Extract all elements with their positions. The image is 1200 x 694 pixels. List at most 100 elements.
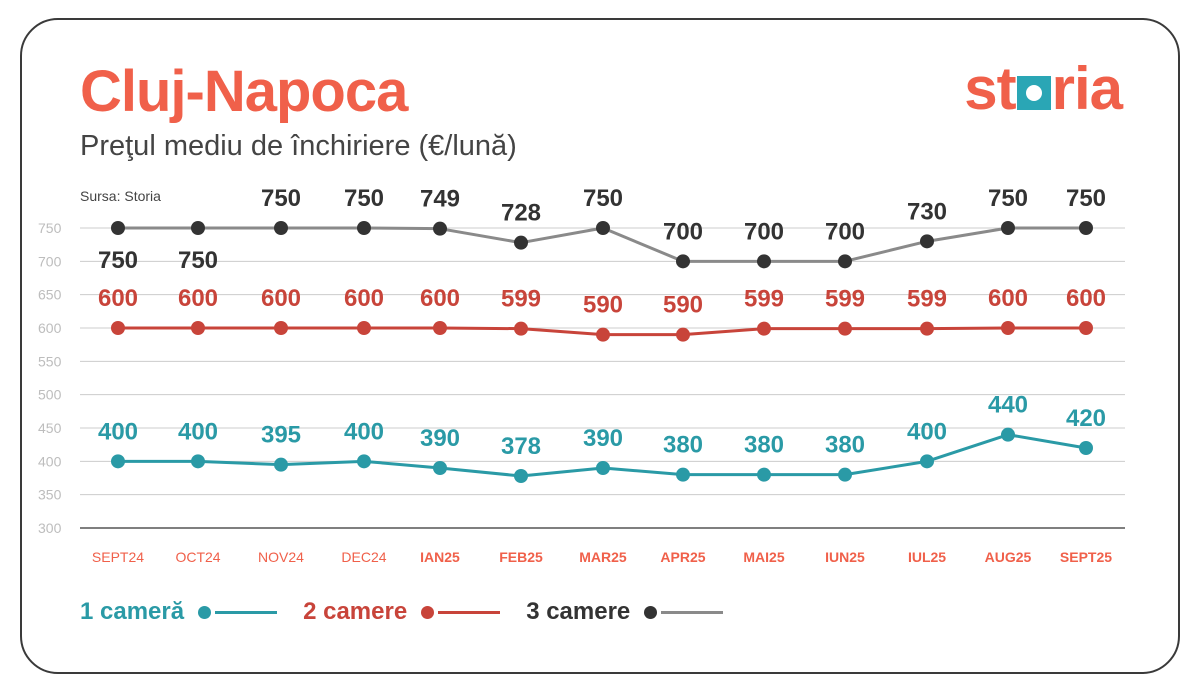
data-point — [274, 457, 288, 472]
data-label: 600 — [98, 285, 138, 312]
y-tick-label: 300 — [38, 520, 62, 536]
x-tick-label: OCT24 — [175, 549, 220, 565]
data-label: 599 — [501, 286, 541, 313]
data-label: 600 — [420, 285, 460, 312]
data-point — [111, 221, 125, 235]
data-label: 440 — [988, 392, 1028, 419]
legend-dot-3 — [644, 605, 658, 619]
legend-item-3: 3 camere — [526, 598, 724, 626]
legend-item-2: 2 camere — [303, 598, 501, 626]
chart-subtitle: Preţul mediu de închiriere (€/lună) — [80, 130, 517, 162]
data-label: 750 — [344, 185, 384, 212]
data-label: 390 — [583, 425, 623, 452]
data-label: 600 — [261, 285, 301, 312]
data-label: 600 — [1066, 285, 1106, 312]
y-tick-label: 350 — [38, 487, 62, 503]
data-label: 700 — [663, 218, 703, 245]
y-tick-label: 450 — [38, 420, 62, 436]
data-point — [838, 254, 852, 269]
data-point — [191, 221, 205, 235]
data-label: 395 — [261, 422, 301, 449]
logo-square-icon — [1016, 76, 1051, 110]
data-label: 400 — [907, 418, 947, 445]
data-point — [357, 321, 371, 335]
data-label: 380 — [825, 432, 865, 459]
data-label: 380 — [744, 432, 784, 459]
data-point — [757, 321, 771, 336]
x-tick-label: IUL25 — [908, 549, 946, 565]
data-label: 590 — [583, 292, 623, 319]
x-tick-label: MAI25 — [743, 549, 784, 565]
y-tick-label: 700 — [38, 253, 62, 269]
data-point — [676, 327, 690, 342]
data-point — [357, 221, 371, 235]
data-label: 700 — [825, 218, 865, 245]
data-label: 390 — [420, 425, 460, 452]
data-point — [838, 467, 852, 482]
data-point — [1001, 427, 1015, 442]
data-label: 599 — [907, 286, 947, 313]
data-label: 750 — [988, 185, 1028, 212]
x-tick-label: MAR25 — [579, 549, 627, 565]
y-tick-label: 650 — [38, 287, 62, 303]
x-tick-label: FEB25 — [499, 549, 543, 565]
data-label: 599 — [825, 286, 865, 313]
data-label: 750 — [178, 247, 218, 274]
y-tick-label: 500 — [38, 387, 62, 403]
chart-card — [20, 18, 1180, 674]
data-point — [920, 454, 934, 469]
data-point — [596, 221, 610, 235]
data-point — [1001, 221, 1015, 235]
y-tick-label: 750 — [38, 220, 62, 236]
data-point — [433, 461, 447, 475]
legend-line-3 — [661, 610, 724, 614]
x-tick-label: AUG25 — [985, 549, 1032, 565]
data-label: 599 — [744, 286, 784, 313]
data-point — [838, 321, 852, 336]
y-tick-label: 400 — [38, 453, 62, 469]
y-tick-label: 550 — [38, 353, 62, 369]
logo-text-end: ria — [1051, 54, 1123, 122]
data-point — [514, 321, 528, 336]
data-label: 400 — [344, 418, 384, 445]
data-label: 600 — [344, 285, 384, 312]
data-label: 400 — [178, 418, 218, 445]
data-point — [920, 234, 934, 249]
x-tick-label: IUN25 — [825, 549, 865, 565]
x-tick-label: SEPT25 — [1060, 549, 1112, 565]
data-point — [191, 321, 205, 335]
data-label: 750 — [261, 185, 301, 212]
data-point — [274, 321, 288, 335]
data-label: 728 — [501, 200, 541, 227]
data-point — [111, 321, 125, 335]
data-label: 750 — [1066, 185, 1106, 212]
data-point — [1079, 441, 1093, 455]
data-label: 750 — [583, 185, 623, 212]
data-label: 730 — [907, 198, 947, 225]
data-point — [357, 454, 371, 469]
data-label: 400 — [98, 418, 138, 445]
data-point — [1079, 221, 1093, 235]
data-point — [274, 221, 288, 235]
legend-line-2 — [438, 610, 501, 614]
data-point — [920, 321, 934, 336]
data-point — [111, 454, 125, 469]
x-tick-label: SEPT24 — [92, 549, 144, 565]
data-point — [514, 235, 528, 250]
legend-item-1: 1 cameră — [80, 598, 278, 626]
data-point — [1001, 321, 1015, 335]
source-note: Sursa: Storia — [80, 188, 161, 204]
y-tick-label: 600 — [38, 320, 62, 336]
data-label: 420 — [1066, 405, 1106, 432]
data-point — [676, 467, 690, 482]
data-label: 700 — [744, 218, 784, 245]
x-tick-label: DEC24 — [341, 549, 386, 565]
storia-logo: st ria — [964, 54, 1123, 122]
logo-text-start: st — [964, 54, 1016, 122]
legend-label-2: 2 camere — [303, 598, 408, 625]
data-point — [757, 467, 771, 482]
x-tick-label: NOV24 — [258, 549, 304, 565]
legend-label-1: 1 cameră — [80, 598, 185, 625]
data-label: 749 — [420, 186, 460, 213]
